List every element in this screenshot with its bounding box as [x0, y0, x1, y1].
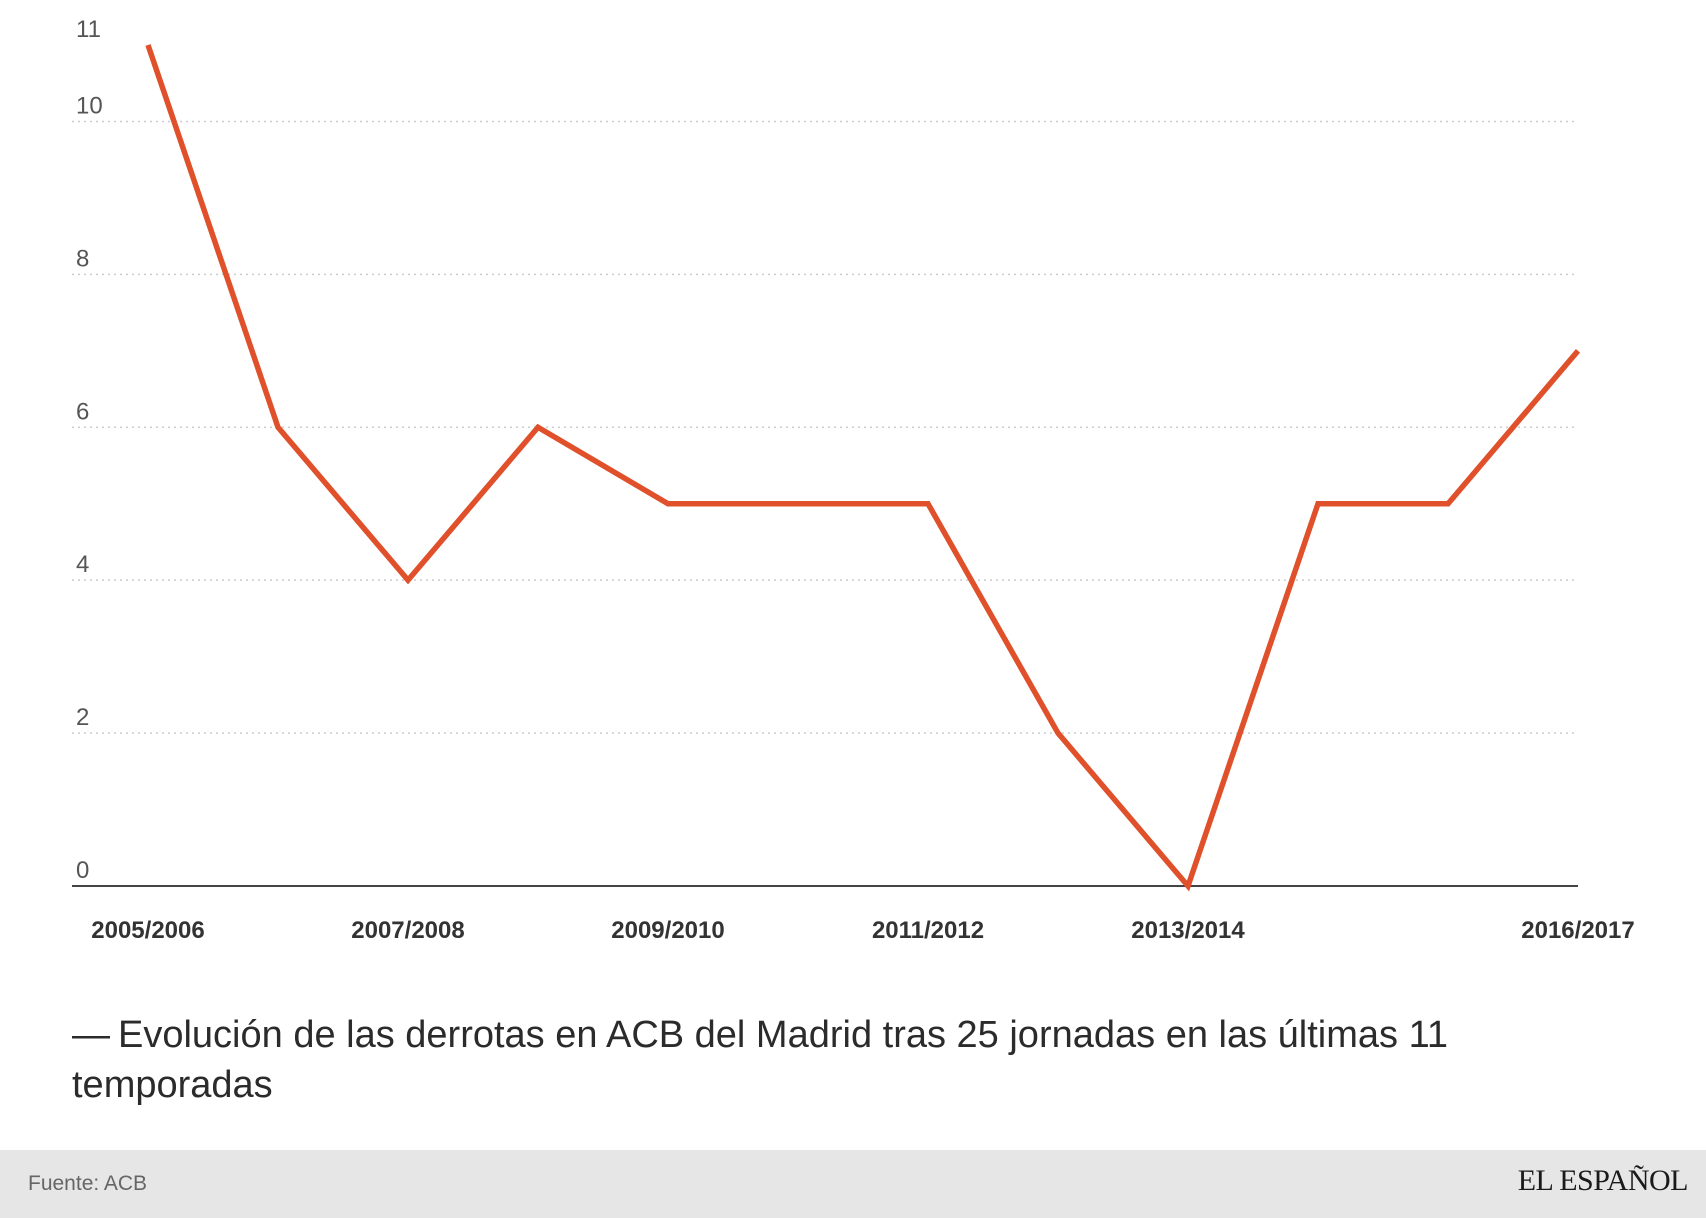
- series-layer: [145, 44, 1581, 892]
- series-line: [145, 44, 1581, 892]
- chart-legend: — Evolución de las derrotas en ACB del Ma…: [72, 1010, 1552, 1110]
- x-tick-label: 2007/2008: [351, 917, 464, 944]
- y-tick-label: 10: [76, 92, 103, 119]
- x-tick-label: 2011/2012: [872, 917, 984, 944]
- x-tick-label: 2009/2010: [611, 917, 724, 944]
- legend-line-marker: —: [72, 1014, 110, 1056]
- legend-label: Evolución de las derrotas en ACB del Mad…: [72, 1014, 1449, 1106]
- brand-logo: EL ESPAÑOL: [1517, 1164, 1689, 1197]
- footer-bar: Fuente: ACB EL ESPAÑOL: [0, 1150, 1706, 1218]
- x-tick-label: 2016/2017: [1521, 917, 1634, 944]
- y-tick-label: 8: [76, 245, 89, 272]
- y-tick-label: 0: [76, 857, 89, 884]
- x-axis-ticks: 2005/2006 2007/2008 2009/2010 2011/2012 2013…: [91, 917, 1634, 944]
- y-tick-label: 4: [76, 551, 89, 578]
- x-tick-label: 2005/2006: [91, 917, 204, 944]
- y-tick-label: 11: [76, 16, 101, 43]
- x-tick-label: 2013/2014: [1131, 917, 1245, 944]
- y-tick-label: 6: [76, 398, 89, 425]
- y-axis-ticks: 0 2 4 6 8 10 11: [76, 16, 103, 884]
- line-chart: 0 2 4 6 8 10 11 2005/2006 2007/2008 2009/2010 201…: [72, 16, 1635, 944]
- source-label: Fuente: ACB: [28, 1172, 148, 1195]
- y-tick-label: 2: [76, 704, 89, 731]
- gridlines: [72, 120, 1578, 734]
